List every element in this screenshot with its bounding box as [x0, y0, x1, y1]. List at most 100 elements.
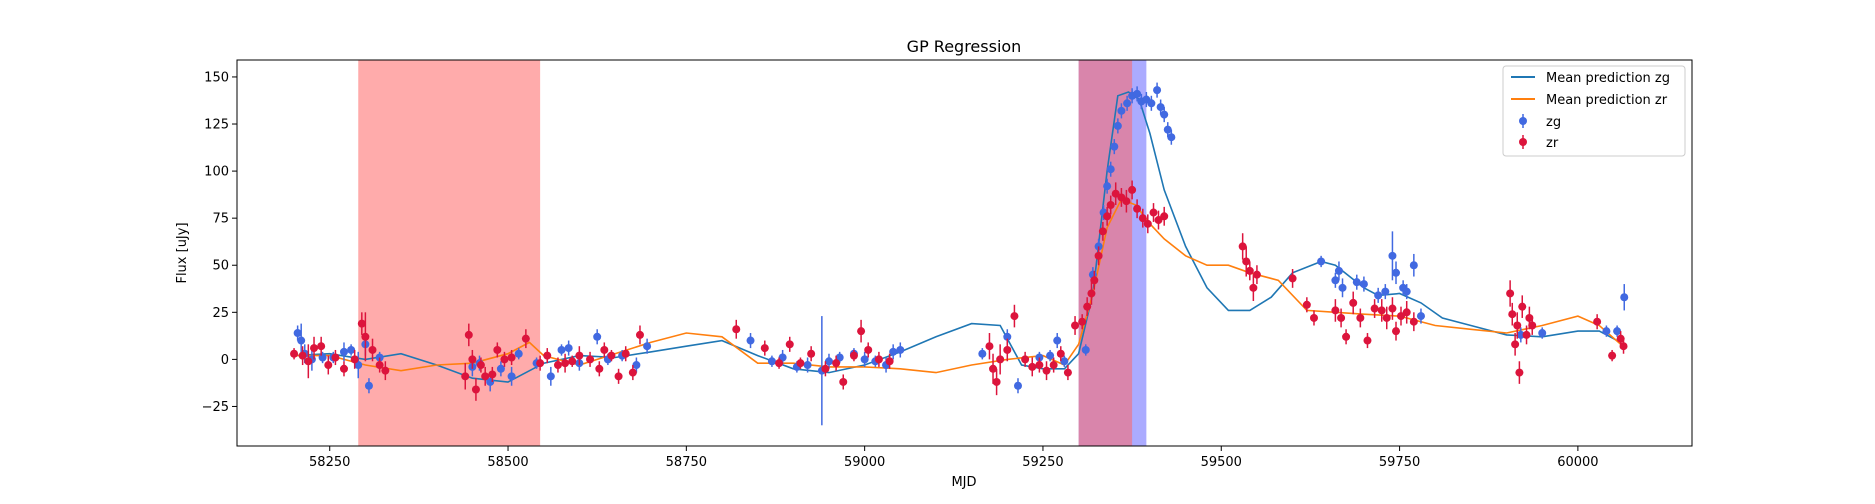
data-point [375, 361, 384, 370]
data-point [1388, 304, 1397, 313]
data-point [1149, 208, 1158, 217]
data-point [1003, 332, 1012, 341]
legend: Mean prediction zg Mean prediction zr zg… [1502, 65, 1686, 157]
data-point [1388, 251, 1397, 260]
y-axis: −25 0 25 50 75 100 125 150 [202, 70, 237, 415]
legend-swatch-zg-points [1519, 117, 1527, 125]
shaded-region [358, 60, 541, 446]
data-point [1309, 313, 1318, 322]
data-point [1516, 330, 1525, 339]
data-point [767, 357, 776, 366]
data-point [1513, 321, 1522, 330]
data-point [364, 381, 373, 390]
data-point [860, 355, 869, 364]
data-point [1506, 289, 1515, 298]
x-axis-label: MJD [951, 475, 976, 490]
data-point [1342, 332, 1351, 341]
legend-label-zr-line: Mean prediction zr [1546, 93, 1668, 108]
data-point [543, 351, 552, 360]
data-point [1416, 312, 1425, 321]
data-point [1090, 276, 1099, 285]
data-point [1046, 351, 1055, 360]
data-point [593, 332, 602, 341]
series-points-zg [293, 82, 1629, 426]
plot-area [290, 60, 1629, 446]
data-point [1060, 357, 1069, 366]
data-point [732, 325, 741, 334]
data-point [992, 377, 1001, 386]
series-points-zr [290, 180, 1628, 401]
data-point [1106, 165, 1115, 174]
data-point [310, 344, 319, 353]
data-point [586, 355, 595, 364]
data-point [536, 359, 545, 368]
shaded-region [1078, 60, 1133, 446]
data-point [1359, 280, 1368, 289]
legend-swatch-zr-points [1519, 138, 1527, 146]
data-point [514, 349, 523, 358]
data-point [1021, 355, 1030, 364]
x-axis: 58250 58500 58750 59000 59250 59500 59750 60000 [309, 446, 1599, 470]
data-point [1133, 204, 1142, 213]
data-point [1602, 327, 1611, 336]
data-point [361, 332, 370, 341]
data-point [1392, 268, 1401, 277]
data-point [1528, 321, 1537, 330]
data-point [849, 351, 858, 360]
data-point [1117, 106, 1126, 115]
data-point [614, 372, 623, 381]
data-point [643, 342, 652, 351]
data-point [1111, 189, 1120, 198]
data-point [978, 349, 987, 358]
data-point [796, 359, 805, 368]
data-point [298, 351, 307, 360]
y-tick-label: 100 [204, 165, 229, 180]
data-point [1249, 283, 1258, 292]
data-point [1302, 300, 1311, 309]
x-tick-label: 58250 [309, 455, 350, 470]
data-point [803, 361, 812, 370]
data-point [1525, 313, 1534, 322]
data-point [1035, 361, 1044, 370]
data-point [1042, 366, 1051, 375]
data-point [1518, 302, 1527, 311]
data-point [493, 345, 502, 354]
data-point [1103, 182, 1112, 191]
legend-label-zg-points: zg [1546, 115, 1561, 130]
data-point [1608, 351, 1617, 360]
data-point [1128, 185, 1137, 194]
data-point [318, 353, 327, 362]
data-point [1094, 251, 1103, 260]
data-point [1511, 340, 1520, 349]
y-tick-label: −25 [202, 400, 229, 415]
data-point [1334, 266, 1343, 275]
data-point [989, 364, 998, 373]
data-point [521, 334, 530, 343]
data-point [824, 357, 833, 366]
data-point [1103, 212, 1112, 221]
data-point [885, 357, 894, 366]
data-point [1402, 287, 1411, 296]
data-point [1593, 317, 1602, 326]
y-tick-label: 50 [212, 259, 229, 274]
data-point [1098, 227, 1107, 236]
y-tick-label: 150 [204, 70, 229, 85]
data-point [1382, 313, 1391, 322]
data-point [1028, 362, 1037, 371]
data-point [290, 349, 299, 358]
data-point [317, 342, 326, 351]
x-tick-label: 59500 [1201, 455, 1242, 470]
chart-title: GP Regression [907, 37, 1022, 56]
data-point [1613, 327, 1622, 336]
data-point [595, 364, 604, 373]
data-point [339, 347, 348, 356]
data-point [1370, 304, 1379, 313]
data-point [507, 353, 516, 362]
data-point [1063, 368, 1072, 377]
data-point [1381, 287, 1390, 296]
x-tick-label: 59750 [1379, 455, 1420, 470]
data-point [607, 351, 616, 360]
data-point [1363, 336, 1372, 345]
data-point [1163, 125, 1172, 134]
plot-frame [236, 59, 1693, 447]
